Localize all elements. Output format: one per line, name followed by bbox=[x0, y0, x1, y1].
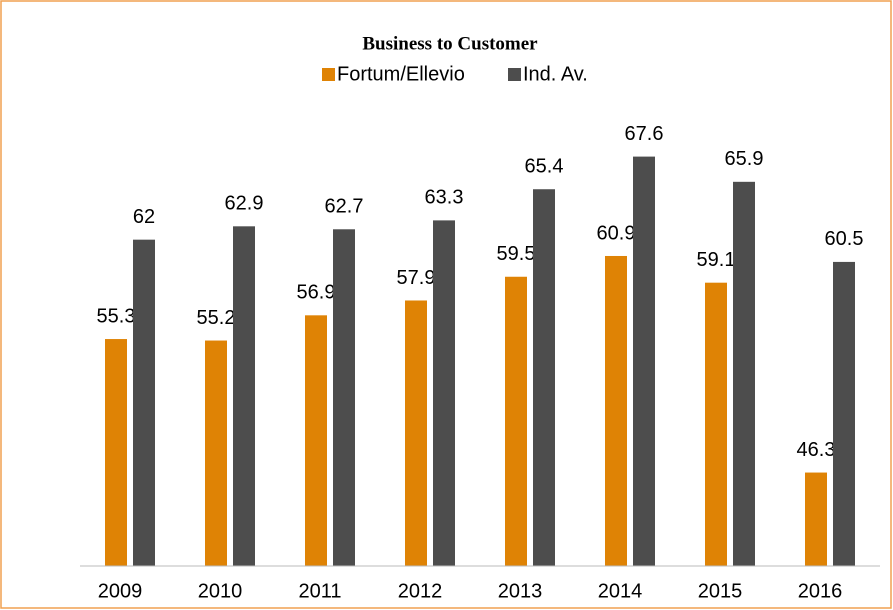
data-label: 55.3 bbox=[97, 305, 136, 327]
bar bbox=[805, 472, 827, 566]
data-label: 62.7 bbox=[325, 196, 364, 218]
bar bbox=[705, 282, 727, 566]
data-label: 56.9 bbox=[297, 282, 336, 304]
data-label: 67.6 bbox=[625, 123, 664, 145]
bar bbox=[205, 340, 227, 566]
bar bbox=[533, 189, 555, 566]
legend-swatch bbox=[508, 68, 521, 81]
bar bbox=[105, 339, 127, 566]
bar bbox=[433, 220, 455, 566]
bar bbox=[233, 226, 255, 567]
bar bbox=[133, 239, 155, 566]
bar bbox=[305, 315, 327, 566]
data-label: 60.5 bbox=[825, 228, 864, 250]
data-label: 63.3 bbox=[425, 187, 464, 209]
bar bbox=[733, 181, 755, 567]
x-tick-label: 2014 bbox=[598, 580, 643, 602]
legend-label: Ind. Av. bbox=[523, 63, 588, 85]
data-label: 62.9 bbox=[225, 193, 264, 215]
chart-title: Business to Customer bbox=[362, 33, 538, 54]
data-label: 59.1 bbox=[697, 249, 736, 271]
x-tick-label: 2012 bbox=[398, 580, 443, 602]
data-label: 59.5 bbox=[497, 243, 536, 265]
bar bbox=[833, 261, 855, 566]
legend-label: Fortum/Ellevio bbox=[337, 63, 465, 85]
bar bbox=[333, 229, 355, 567]
x-tick-label: 2009 bbox=[98, 580, 143, 602]
x-tick-label: 2010 bbox=[198, 580, 243, 602]
data-label: 46.3 bbox=[797, 439, 836, 461]
bar bbox=[405, 300, 427, 566]
x-tick-label: 2015 bbox=[698, 580, 743, 602]
data-label: 57.9 bbox=[397, 267, 436, 289]
x-tick-label: 2016 bbox=[798, 580, 843, 602]
data-label: 55.2 bbox=[197, 307, 236, 329]
x-tick-label: 2013 bbox=[498, 580, 543, 602]
legend-swatch bbox=[322, 68, 335, 81]
x-tick-label: 2011 bbox=[298, 580, 341, 602]
data-label: 65.4 bbox=[525, 156, 564, 178]
bar bbox=[605, 255, 627, 566]
data-label: 60.9 bbox=[597, 222, 636, 244]
data-label: 65.9 bbox=[725, 148, 764, 170]
bar bbox=[633, 156, 655, 566]
data-label: 62 bbox=[133, 206, 155, 228]
bar bbox=[505, 276, 527, 566]
